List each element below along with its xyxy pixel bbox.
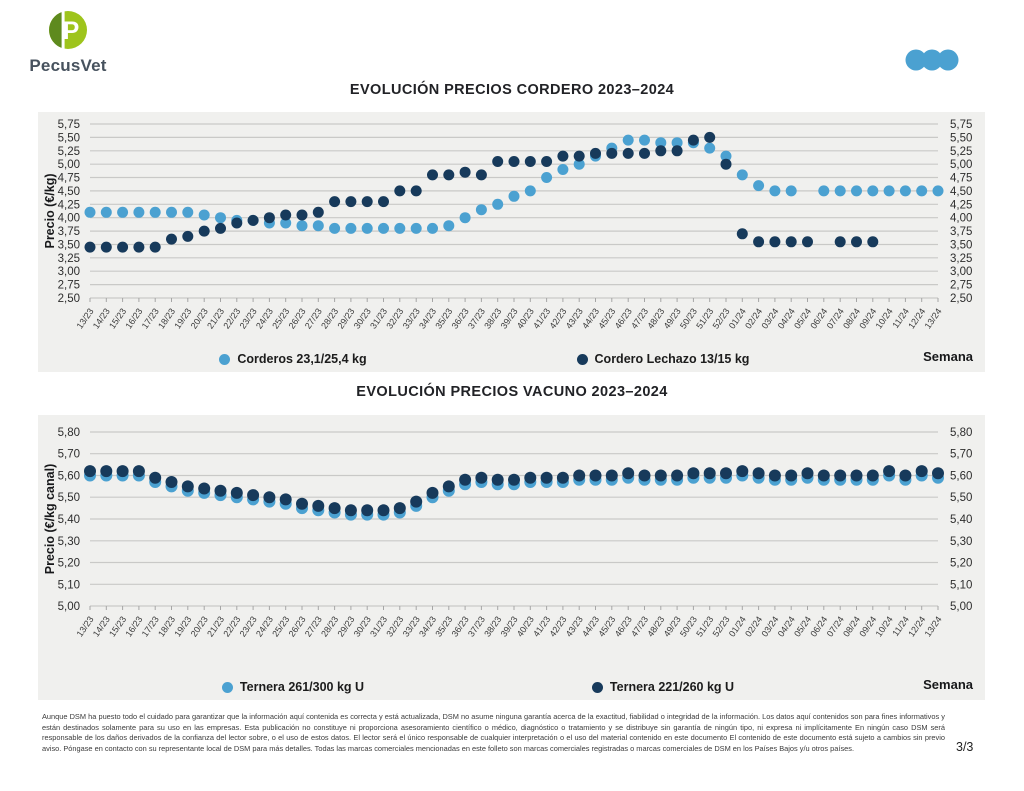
- legend-item: Ternera 221/260 kg U: [478, 680, 848, 694]
- chart1-title: EVOLUCIÓN PRECIOS CORDERO 2023–2024: [349, 82, 675, 98]
- svg-text:Precio (€/kg canal): Precio (€/kg canal): [43, 464, 57, 574]
- svg-text:3,75: 3,75: [58, 226, 80, 238]
- svg-text:3,00: 3,00: [58, 266, 80, 278]
- svg-text:5,50: 5,50: [58, 132, 80, 144]
- svg-text:5,00: 5,00: [950, 601, 972, 613]
- svg-text:5,00: 5,00: [950, 159, 972, 171]
- svg-text:5,40: 5,40: [950, 514, 972, 526]
- svg-text:5,50: 5,50: [950, 492, 972, 504]
- svg-text:4,50: 4,50: [58, 186, 80, 198]
- svg-text:2,75: 2,75: [58, 280, 80, 292]
- svg-text:10/24: 10/24: [874, 614, 895, 638]
- svg-text:5,30: 5,30: [58, 536, 80, 548]
- svg-text:5,80: 5,80: [950, 427, 972, 439]
- svg-text:2,75: 2,75: [950, 280, 972, 292]
- chart1-panel: 5,75 5,75 5,50 5,50 5,25 5,25 5,00 5,00 4,75 4,75…: [38, 112, 985, 372]
- legend-label: Corderos 23,1/25,4 kg: [237, 352, 367, 366]
- svg-text:4,00: 4,00: [950, 213, 972, 225]
- brand-logo: P PecusVet: [26, 8, 110, 76]
- svg-text:2,50: 2,50: [58, 293, 80, 305]
- legend-marker-lechazo: [576, 353, 588, 365]
- svg-text:3,50: 3,50: [58, 240, 80, 252]
- svg-text:3,25: 3,25: [950, 253, 972, 265]
- svg-text:5,10: 5,10: [58, 579, 80, 591]
- svg-text:2,50: 2,50: [950, 293, 972, 305]
- svg-text:4,50: 4,50: [950, 186, 972, 198]
- legend-label: Ternera 261/300 kg U: [239, 680, 365, 694]
- svg-text:4,75: 4,75: [950, 173, 972, 185]
- svg-text:4,25: 4,25: [950, 199, 972, 211]
- menu-dots-icon: [905, 49, 959, 71]
- svg-text:5,70: 5,70: [58, 449, 80, 461]
- svg-text:5,25: 5,25: [58, 146, 80, 158]
- legend-item: Ternera 261/300 kg U: [108, 680, 478, 694]
- svg-text:5,20: 5,20: [950, 558, 972, 570]
- x-axis-title: Semana: [923, 677, 973, 692]
- svg-text:3,25: 3,25: [58, 253, 80, 265]
- svg-text:5,50: 5,50: [58, 492, 80, 504]
- legend-marker-ternera-221-260: [591, 681, 603, 693]
- chart1-legend: Corderos 23,1/25,4 kg Cordero Lechazo 13…: [108, 352, 848, 366]
- svg-text:5,25: 5,25: [950, 146, 972, 158]
- chart2-panel: 5,80 5,80 5,70 5,70 5,60 5,60 5,50 5,50 5,40 5,40…: [38, 415, 985, 700]
- x-axis-title: Semana: [923, 349, 973, 364]
- pecusvet-logo-icon: P: [49, 10, 87, 50]
- svg-text:4,75: 4,75: [58, 173, 80, 185]
- svg-text:Precio (€/kg): Precio (€/kg): [43, 173, 57, 248]
- legend-item: Corderos 23,1/25,4 kg: [108, 352, 478, 366]
- brand-name: PecusVet: [29, 56, 107, 75]
- svg-text:5,60: 5,60: [950, 471, 972, 483]
- svg-text:3,75: 3,75: [950, 226, 972, 238]
- legend-marker-ternera-261-300: [221, 681, 233, 693]
- chart2-title: EVOLUCIÓN PRECIOS VACUNO 2023–2024: [356, 384, 668, 400]
- svg-text:3,50: 3,50: [950, 240, 972, 252]
- svg-text:13/24: 13/24: [923, 306, 944, 330]
- svg-text:4,25: 4,25: [58, 199, 80, 211]
- svg-text:4,00: 4,00: [58, 213, 80, 225]
- legend-label: Cordero Lechazo 13/15 kg: [594, 352, 750, 366]
- disclaimer-text: Aunque DSM ha puesto todo el cuidado par…: [42, 712, 945, 753]
- svg-text:5,75: 5,75: [950, 119, 972, 131]
- svg-text:5,75: 5,75: [58, 119, 80, 131]
- svg-text:5,70: 5,70: [950, 449, 972, 461]
- page-number: 3/3: [956, 740, 974, 754]
- svg-text:5,00: 5,00: [58, 159, 80, 171]
- chart2-plot: 5,80 5,80 5,70 5,70 5,60 5,60 5,50 5,50 5,40 5,40…: [43, 427, 972, 639]
- svg-text:5,60: 5,60: [58, 471, 80, 483]
- logo-letter: P: [63, 17, 80, 45]
- legend-marker-corderos: [219, 353, 231, 365]
- svg-text:3,00: 3,00: [950, 266, 972, 278]
- svg-text:10/24: 10/24: [874, 306, 895, 330]
- svg-text:13/24: 13/24: [923, 614, 944, 638]
- svg-text:5,50: 5,50: [950, 132, 972, 144]
- svg-text:5,30: 5,30: [950, 536, 972, 548]
- legend-label: Ternera 221/260 kg U: [609, 680, 735, 694]
- svg-text:5,80: 5,80: [58, 427, 80, 439]
- svg-text:5,00: 5,00: [58, 601, 80, 613]
- legend-item: Cordero Lechazo 13/15 kg: [478, 352, 848, 366]
- svg-text:5,20: 5,20: [58, 558, 80, 570]
- svg-text:5,10: 5,10: [950, 579, 972, 591]
- chart2-legend: Ternera 261/300 kg U Ternera 221/260 kg …: [108, 680, 848, 694]
- svg-text:5,40: 5,40: [58, 514, 80, 526]
- chart1-plot: 5,75 5,755,50 5,505,25 5,255,00 5,004,75 4,75…: [43, 119, 972, 331]
